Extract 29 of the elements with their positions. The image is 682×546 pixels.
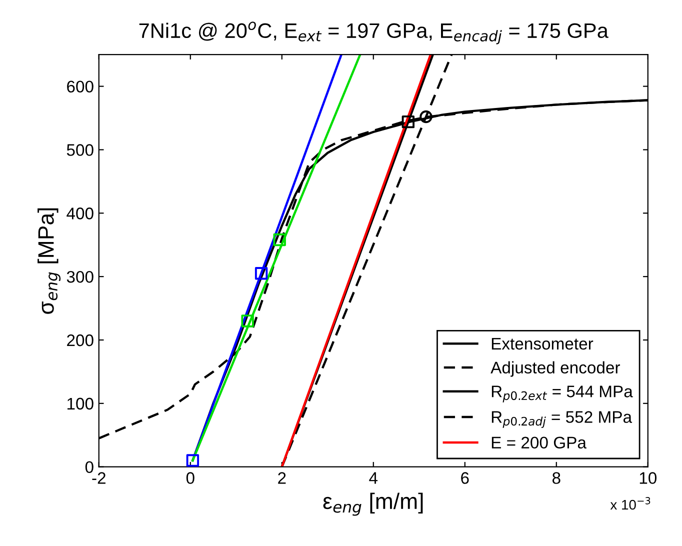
x-tick-label: 2 bbox=[278, 472, 286, 484]
x-axis-title: ε$_{eng}$ [m/m] bbox=[323, 492, 423, 516]
x-tick-label: 8 bbox=[552, 472, 560, 484]
legend-label: R$_{p0.2adj}$ = 552 MPa bbox=[492, 411, 632, 428]
y-tick-label: 400 bbox=[66, 208, 94, 220]
x-tick-label: -2 bbox=[92, 472, 106, 484]
point bbox=[186, 454, 200, 467]
y-tick-label: 300 bbox=[66, 270, 94, 283]
point bbox=[402, 115, 415, 128]
y-tick-label: 0 bbox=[85, 461, 94, 474]
y-tick-label: 200 bbox=[67, 334, 94, 346]
x-tick-label: 4 bbox=[369, 472, 378, 484]
legend-label: E = 200 GPa bbox=[492, 436, 586, 449]
legend-label: Extensometer bbox=[492, 338, 594, 350]
y-tick-label: 600 bbox=[67, 80, 94, 93]
y-tick-label: 500 bbox=[66, 144, 94, 156]
x-tick-label: 6 bbox=[461, 472, 469, 484]
legend-label: Adjusted encoder bbox=[490, 361, 620, 377]
point bbox=[254, 267, 268, 280]
point bbox=[273, 233, 286, 246]
y-axis-title: σ$_{eng}$ [MPa] bbox=[38, 208, 61, 314]
y-tick-label: 100 bbox=[67, 398, 94, 410]
legend-label: R$_{p0.2ext}$ = 544 MPa bbox=[492, 386, 633, 402]
point bbox=[420, 110, 432, 124]
point bbox=[241, 314, 254, 328]
x-tick-label: 0 bbox=[186, 472, 194, 484]
chart-title: 7Ni1c @ 20$^{o}$C, E$_{ext}$ = 197 GPa, E$_{encadj}$ = 175 GPa bbox=[139, 22, 608, 44]
x-tick-label: 10 bbox=[640, 472, 657, 484]
text: x 10$^{−3}$ bbox=[610, 497, 650, 510]
